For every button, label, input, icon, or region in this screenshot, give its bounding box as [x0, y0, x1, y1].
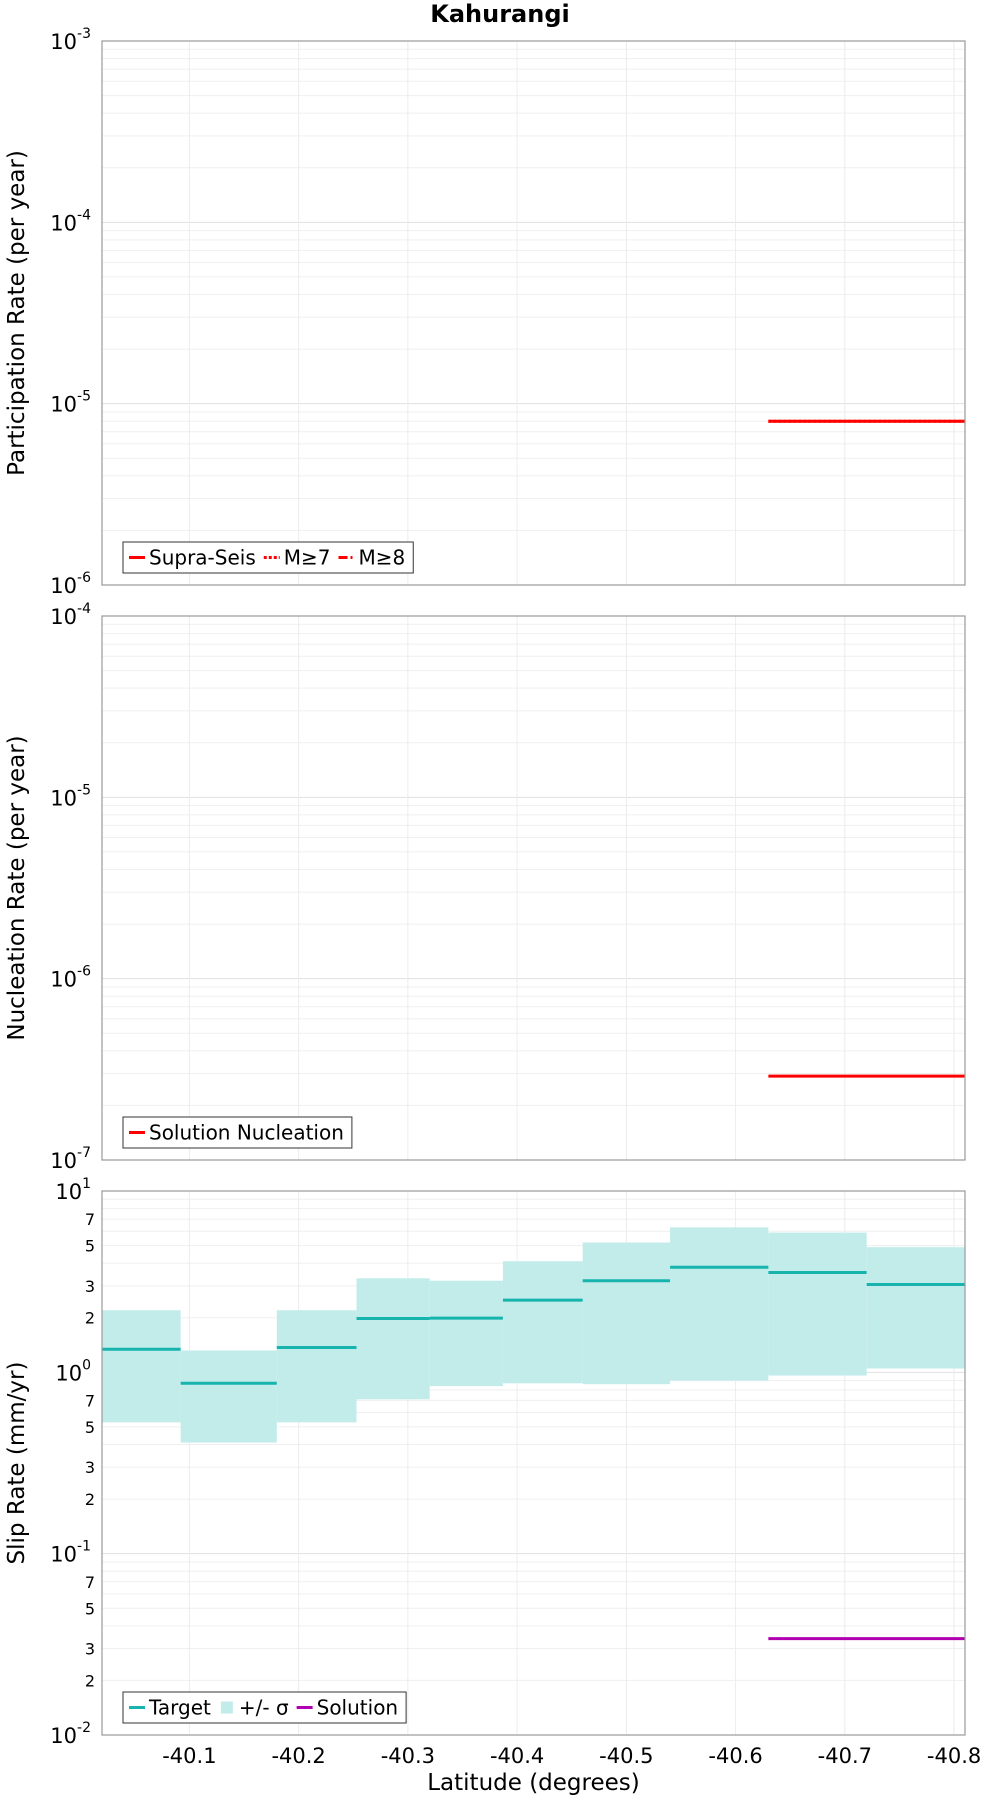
y-minor-tick-label: 7 [85, 1210, 95, 1229]
y-tick-exponent: -5 [77, 389, 91, 405]
panel-2: 10-7 10-6 10-5 10-4 Nucleation Rate (per yea… [4, 601, 966, 1173]
sigma-band [582, 1242, 671, 1385]
y-tick-exponent: -7 [77, 1145, 91, 1161]
y-axis-label: Nucleation Rate (per year) [4, 735, 30, 1040]
y-minor-tick-label: 5 [85, 1237, 95, 1256]
x-tick-label: -40.8 [927, 1744, 981, 1768]
x-tick-label: -40.1 [162, 1744, 216, 1768]
legend-box [122, 1691, 407, 1724]
plot-frame [101, 40, 966, 586]
legend-label: Solution Nucleation [149, 1121, 344, 1145]
sigma-band [502, 1261, 583, 1384]
y-tick-label: 10-1 [50, 1539, 91, 1567]
legend-label: M≥7 [284, 546, 331, 570]
y-minor-tick-label: 5 [85, 1418, 95, 1437]
legend: Supra-Seis M≥7 M≥8 [122, 541, 414, 574]
y-tick-exponent: 1 [82, 1176, 91, 1192]
y-minor-tick-label: 3 [85, 1639, 95, 1658]
y-tick-label: 10-4 [50, 601, 91, 629]
y-tick-exponent: -4 [77, 207, 91, 223]
chart-title: Kahurangi [430, 0, 570, 28]
y-tick-exponent: -5 [77, 782, 91, 798]
sigma-band [670, 1227, 769, 1381]
y-minor-tick-label: 2 [85, 1309, 95, 1328]
legend-box [122, 541, 414, 574]
y-tick-exponent: -6 [77, 570, 91, 586]
x-tick-label: -40.6 [708, 1744, 762, 1768]
y-tick-label: 10-7 [50, 1145, 91, 1173]
y-tick-exponent: -4 [77, 601, 91, 617]
y-axis-label: Slip Rate (mm/yr) [4, 1362, 30, 1565]
y-minor-tick-label: 2 [85, 1671, 95, 1690]
y-minor-tick-label: 2 [85, 1490, 95, 1509]
legend: Target +/- σ Solution [122, 1691, 407, 1724]
plot-frame [101, 1190, 966, 1736]
sigma-band [866, 1247, 965, 1369]
y-tick-label: 100 [55, 1357, 91, 1385]
plot-frame [101, 615, 966, 1161]
y-minor-tick-label: 7 [85, 1391, 95, 1410]
x-tick-label: -40.4 [490, 1744, 544, 1768]
x-tick-label: -40.5 [599, 1744, 653, 1768]
y-tick-label: 10-4 [50, 207, 91, 235]
y-tick-label: 10-3 [50, 26, 91, 54]
y-axis-label: Participation Rate (per year) [4, 150, 30, 476]
sigma-band [102, 1310, 181, 1423]
legend: Solution Nucleation [122, 1116, 353, 1149]
x-tick-label: -40.7 [818, 1744, 872, 1768]
legend-label: Supra-Seis [149, 546, 256, 570]
y-tick-label: 10-5 [50, 782, 91, 810]
legend-label: Target [148, 1696, 211, 1720]
y-tick-label: 10-5 [50, 389, 91, 417]
sigma-band [180, 1350, 277, 1443]
x-axis-label: Latitude (degrees) [427, 1770, 640, 1796]
x-tick-label: -40.2 [271, 1744, 325, 1768]
sigma-band [768, 1232, 867, 1376]
sigma-band [356, 1278, 430, 1400]
y-minor-tick-label: 5 [85, 1599, 95, 1618]
y-minor-tick-label: 7 [85, 1573, 95, 1592]
y-tick-exponent: -6 [77, 964, 91, 980]
y-tick-label: 10-6 [50, 964, 91, 992]
y-tick-label: 10-2 [50, 1720, 91, 1748]
legend-label: Solution [317, 1696, 398, 1720]
legend-swatch [220, 1701, 233, 1714]
legend-label: +/- σ [239, 1696, 289, 1720]
y-minor-tick-label: 3 [85, 1277, 95, 1296]
sigma-band [429, 1280, 503, 1387]
legend-label: M≥8 [359, 546, 406, 570]
y-tick-exponent: -2 [77, 1720, 91, 1736]
y-tick-label: 101 [55, 1176, 91, 1204]
panel-1: 10-6 10-5 10-4 10-3 Participation Rate (per … [4, 26, 966, 598]
y-minor-tick-label: 3 [85, 1458, 95, 1477]
y-tick-exponent: -3 [77, 26, 91, 42]
legend-box [122, 1116, 353, 1149]
sigma-band [276, 1310, 357, 1423]
y-tick-exponent: -1 [77, 1539, 91, 1555]
y-tick-exponent: 0 [82, 1357, 91, 1373]
x-tick-label: -40.3 [381, 1744, 435, 1768]
y-tick-label: 10-6 [50, 570, 91, 598]
